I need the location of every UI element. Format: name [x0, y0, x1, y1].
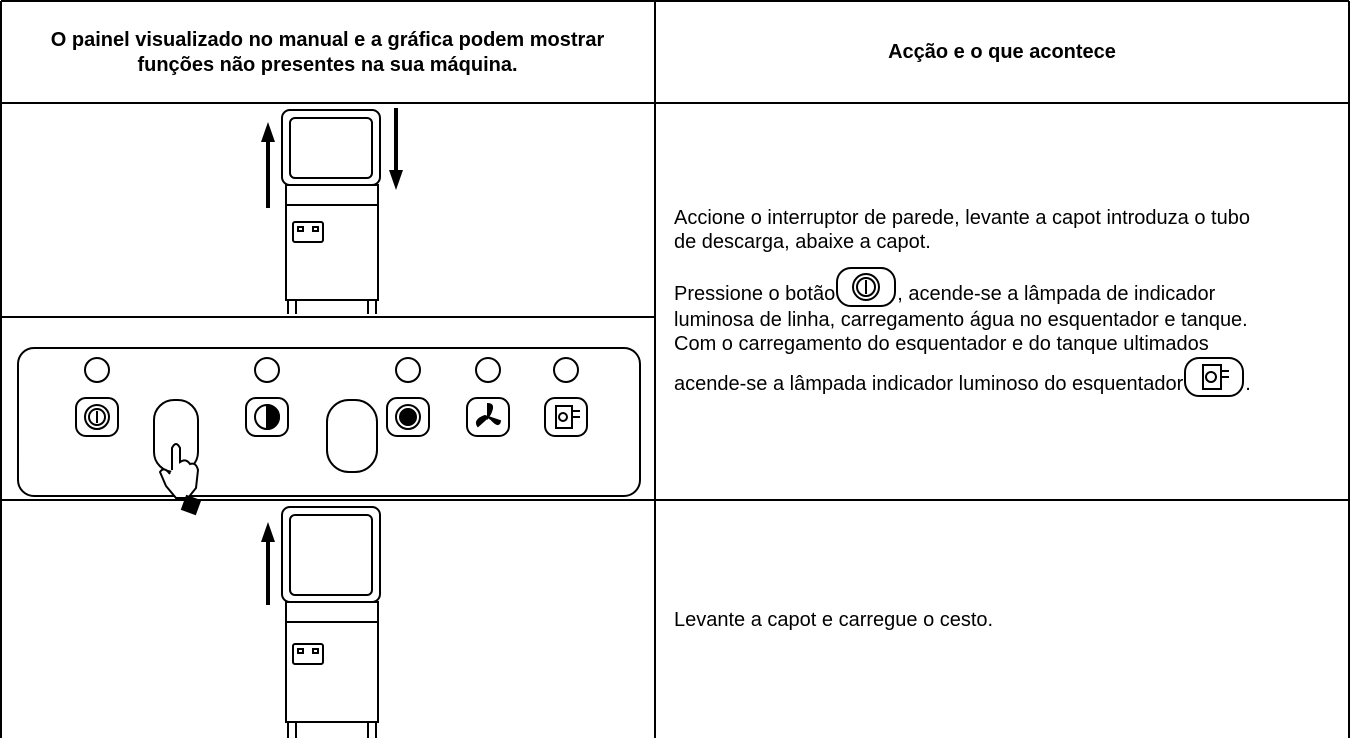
paragraph: Accione o interruptor de parede, levante… [674, 207, 1250, 253]
text: , acende-se a lâmpada de indicador lumin… [674, 283, 1248, 331]
cell-text: Levante a capot e carregue o cesto. [656, 501, 1276, 738]
header-left: O painel visualizado no manual e a gráfi… [50, 28, 605, 76]
paragraphs: Accione o interruptor de parede, levante… [674, 206, 1258, 398]
arrow-up [261, 522, 275, 605]
cell-text: Accione o interruptor de parede, levante… [656, 104, 1276, 500]
header-right: Acção e o que acontece [888, 41, 1116, 63]
text: Com o carregamento do esquentador e do t… [674, 333, 1209, 395]
machine-lifted [281, 506, 381, 738]
arrows [261, 108, 403, 208]
paragraph: Pressione o botão, acende-se a lâmpada d… [674, 266, 1258, 332]
control-panel [17, 347, 641, 516]
heater-icon [1184, 357, 1245, 397]
text: . [1245, 373, 1251, 395]
text: Pressione o botão [674, 283, 836, 305]
paragraph: Com o carregamento do esquentador e do t… [674, 332, 1258, 398]
power-button-icon [836, 267, 897, 307]
paragraph: Levante a capot e carregue o cesto. [674, 608, 994, 631]
machine-open [281, 109, 381, 314]
